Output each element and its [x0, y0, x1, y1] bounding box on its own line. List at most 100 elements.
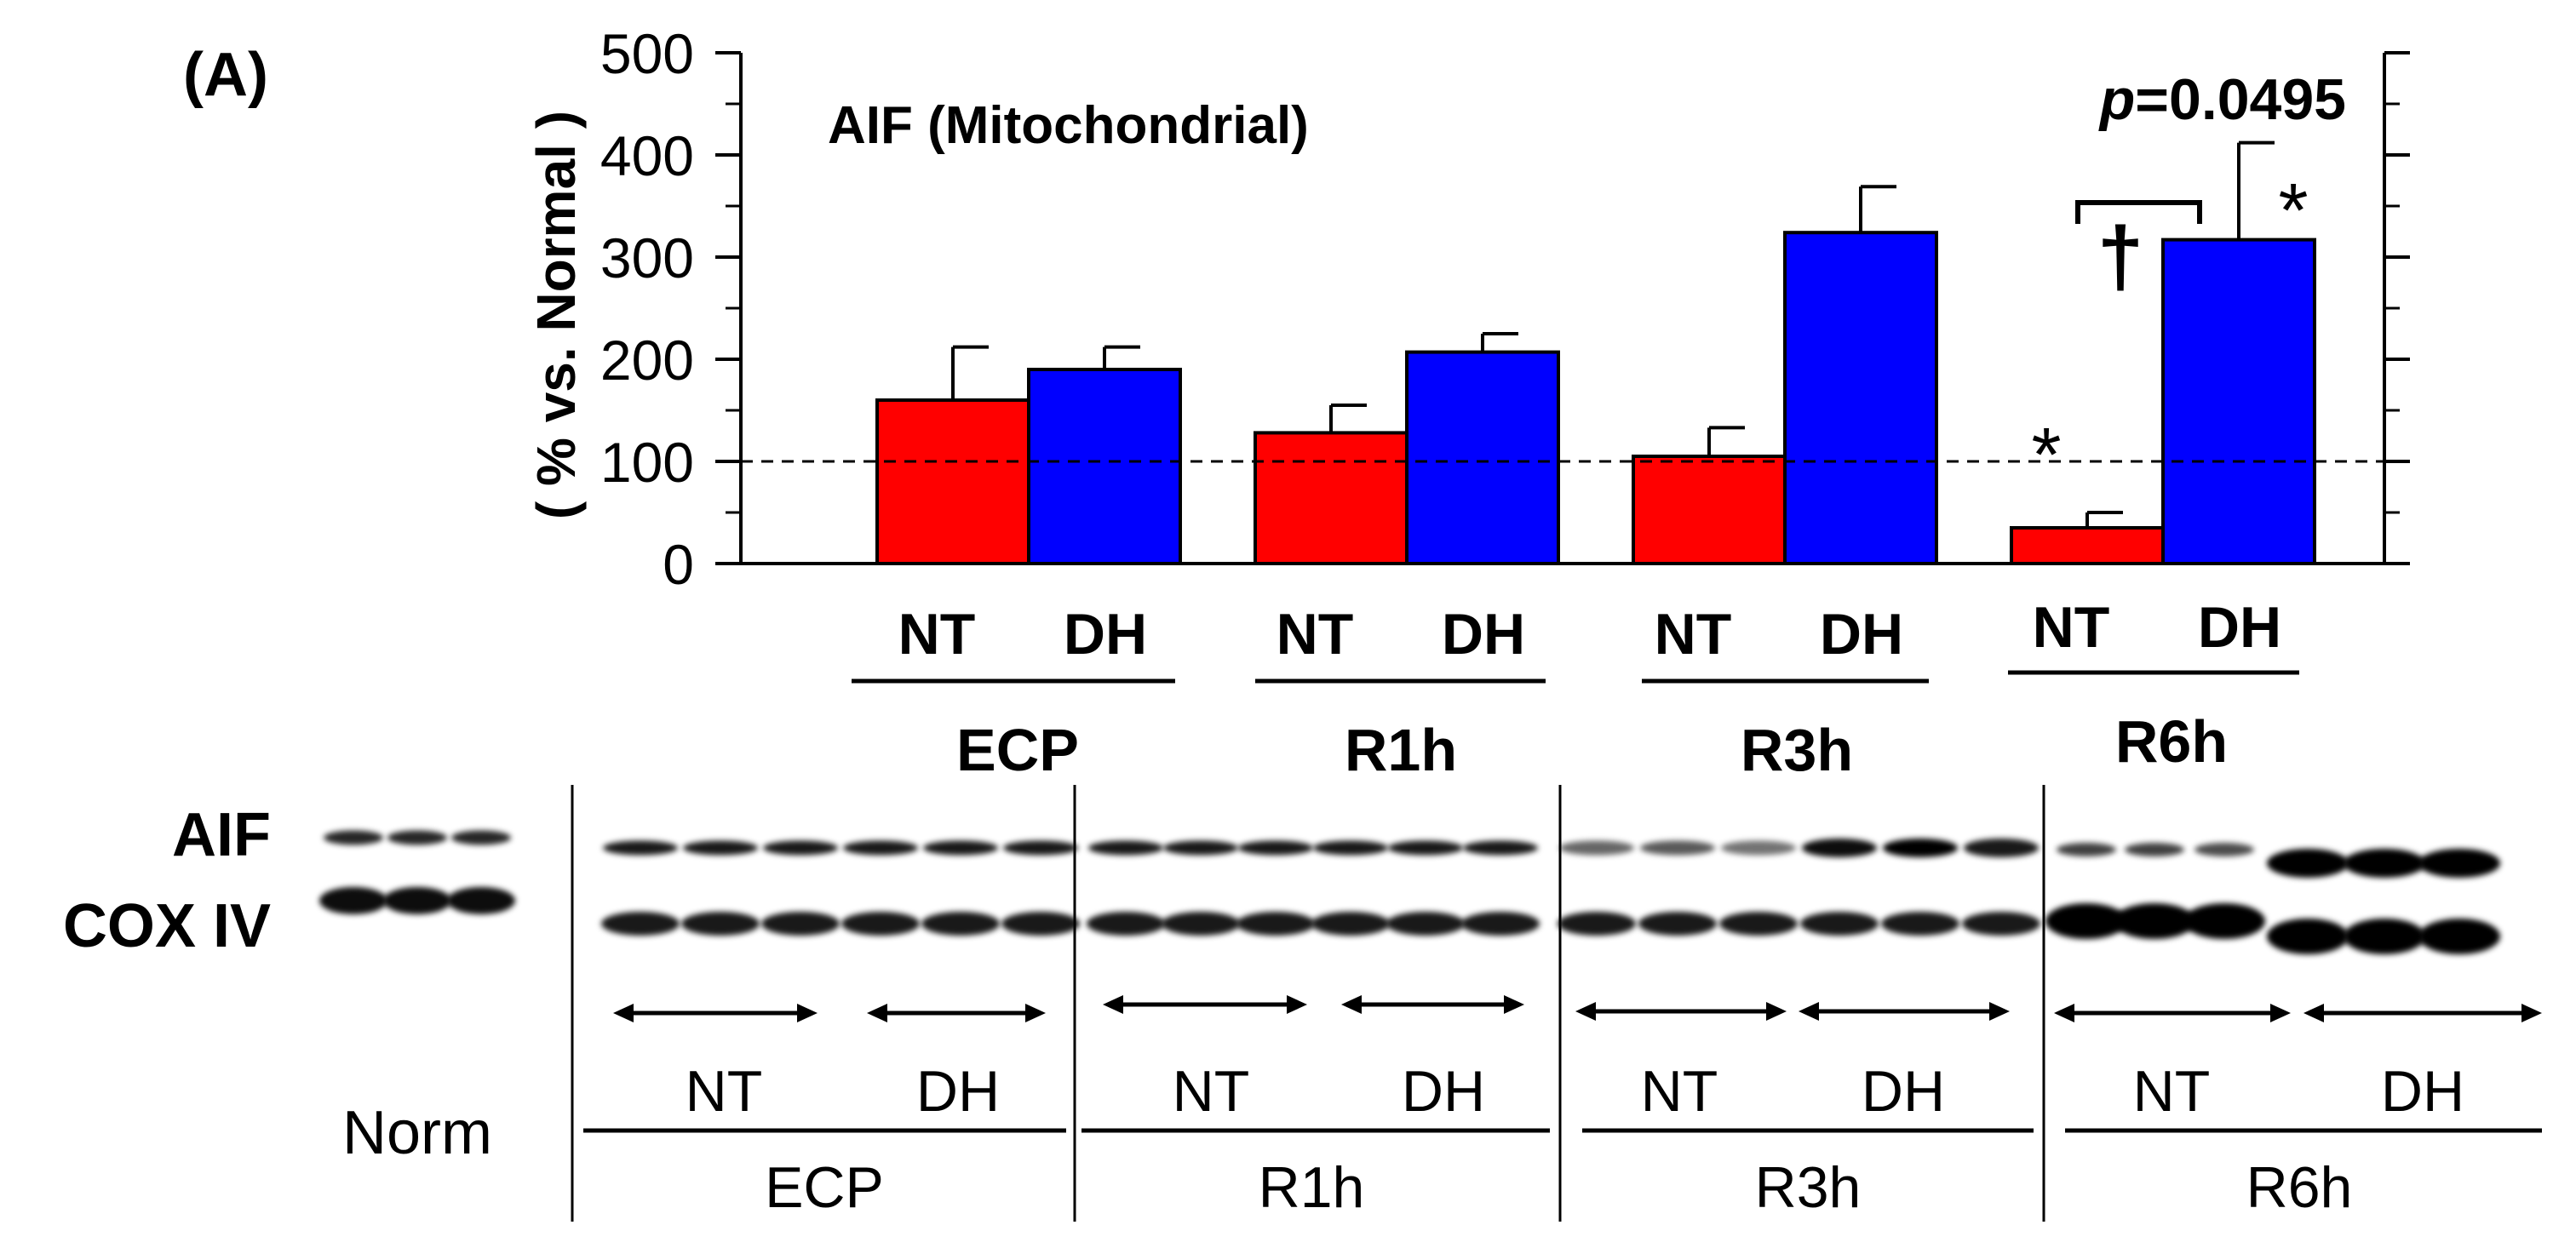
x-bar-label-nt: NT: [1277, 602, 1354, 667]
band-aif-r6h: [2344, 849, 2425, 878]
dagger-annotation: †: [2097, 209, 2144, 303]
band-cox-r3h: [1719, 912, 1798, 936]
band-cox-r6h: [2418, 919, 2500, 954]
bar-chart: 0 100 200 300 400 500 ( % vs. Normal ) AIF (M…: [525, 22, 2410, 783]
x-group-label-r1h: R1h: [1345, 717, 1457, 783]
x-bar-label-dh: DH: [1820, 602, 1903, 667]
y-tick-label: 400: [600, 124, 694, 187]
y-tick-label: 300: [600, 226, 694, 289]
blot-group-label-r3h: R3h: [1755, 1155, 1862, 1220]
x-bar-label-dh: DH: [1064, 602, 1147, 667]
band-aif-r6h: [2194, 843, 2254, 856]
double-arrow: [1575, 1002, 1787, 1021]
band-aif-r3h: [1883, 839, 1958, 857]
arrowhead-right: [1766, 1002, 1787, 1021]
band-aif-r1h: [1463, 840, 1538, 856]
double-arrow: [2054, 1004, 2291, 1022]
x-bar-label-nt: NT: [898, 602, 976, 667]
band-aif-ecp: [1003, 840, 1078, 856]
blot-sub-label-nt: NT: [686, 1059, 763, 1124]
bar-nt-r3h: [1632, 455, 1787, 565]
bar-dh-r3h: [1783, 231, 1938, 565]
blot-sub-label-dh: DH: [916, 1059, 1000, 1124]
arrowhead-left: [1103, 995, 1123, 1014]
arrowhead-right: [2521, 1004, 2542, 1022]
band-cox-r1h: [1087, 912, 1165, 936]
bar-dh-r6h: [2161, 238, 2316, 565]
blot-dividers: [571, 785, 2045, 1222]
band-cox-ecp: [841, 912, 920, 936]
band-aif-r3h: [1640, 840, 1715, 856]
band-aif-norm: [451, 830, 511, 845]
arrowhead-left: [867, 1004, 887, 1022]
bars-group: [875, 140, 2316, 565]
blot-group-label-r6h: R6h: [2246, 1155, 2353, 1220]
blot-norm-label: Norm: [342, 1099, 492, 1167]
band-cox-r3h: [1800, 912, 1879, 936]
blot-bands: [319, 830, 2500, 954]
band-cox-r1h: [1236, 912, 1315, 936]
band-cox-r3h: [1881, 912, 1959, 936]
band-cox-ecp: [1001, 912, 1080, 936]
arrowhead-left: [1575, 1002, 1596, 1021]
x-group-label-ecp: ECP: [956, 717, 1079, 783]
band-aif-r1h: [1388, 840, 1463, 856]
band-cox-r1h: [1311, 912, 1390, 936]
x-bar-label-dh: DH: [2198, 595, 2281, 660]
x-group-label-r3h: R3h: [1741, 717, 1853, 783]
band-cox-r3h: [1638, 912, 1717, 936]
chart-title: AIF (Mitochondrial): [828, 96, 1309, 155]
y-axis-label: ( % vs. Normal ): [525, 111, 587, 519]
blot-arrows: [613, 995, 2542, 1022]
band-cox-r1h: [1162, 912, 1240, 936]
band-aif-r1h: [1313, 840, 1388, 856]
band-aif-ecp: [843, 840, 918, 856]
band-cox-ecp: [761, 912, 840, 936]
band-aif-r6h: [2267, 849, 2349, 878]
star-annotation-nt: *: [2031, 413, 2061, 498]
band-aif-r1h: [1088, 840, 1163, 856]
arrowhead-left: [1799, 1002, 1819, 1021]
band-aif-r6h: [2418, 849, 2500, 878]
arrowhead-right: [1025, 1004, 1046, 1022]
x-bar-label-dh: DH: [1442, 602, 1525, 667]
bar-nt-ecp: [875, 398, 1030, 565]
arrowhead-left: [2054, 1004, 2074, 1022]
band-aif-r1h: [1238, 840, 1313, 856]
y-tick-label: 100: [600, 431, 694, 494]
band-cox-r6h: [2267, 919, 2349, 954]
band-aif-r6h: [2125, 843, 2184, 856]
blot-sub-label-nt: NT: [1641, 1059, 1718, 1124]
band-aif-r3h: [1964, 839, 2039, 857]
band-aif-ecp: [923, 840, 998, 856]
x-bar-label-nt: NT: [2033, 595, 2110, 660]
y-tick-label: 200: [600, 329, 694, 392]
significance-bracket: [2075, 200, 2202, 224]
blot-sub-label-dh: DH: [1862, 1059, 1945, 1124]
band-aif-ecp: [683, 840, 758, 856]
bar-dh-ecp: [1027, 368, 1182, 565]
bar-nt-r1h: [1254, 431, 1408, 565]
bar-nt-r6h: [2010, 526, 2165, 565]
double-arrow: [867, 1004, 1046, 1022]
band-aif-norm: [387, 830, 447, 845]
double-arrow: [1103, 995, 1307, 1014]
p-value-annotation: p=0.0495: [2098, 67, 2346, 132]
band-cox-r6h: [2045, 903, 2127, 939]
bar-dh-r1h: [1405, 350, 1560, 565]
y-tick-label: 0: [663, 533, 694, 596]
blot-group-label-ecp: ECP: [765, 1155, 884, 1220]
band-aif-r3h: [1802, 839, 1877, 857]
band-cox-r6h: [2183, 903, 2265, 939]
band-cox-norm: [447, 887, 515, 914]
band-cox-r6h: [2114, 903, 2195, 939]
blot-sub-label-dh: DH: [1402, 1059, 1485, 1124]
band-cox-r1h: [1461, 912, 1540, 936]
band-aif-r3h: [1559, 840, 1634, 856]
double-arrow: [2303, 1004, 2542, 1022]
arrowhead-left: [1341, 995, 1362, 1014]
x-bar-label-nt: NT: [1655, 602, 1732, 667]
